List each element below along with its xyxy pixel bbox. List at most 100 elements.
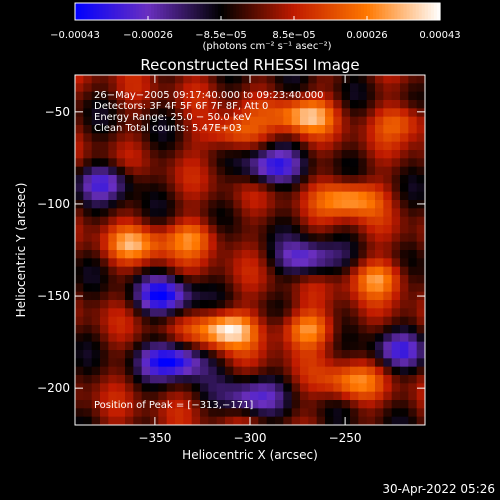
heatmap-cell xyxy=(175,366,184,376)
heatmap-cell xyxy=(375,266,384,276)
heatmap-cell xyxy=(366,116,376,126)
heatmap-cell xyxy=(241,158,251,168)
colorbar-segment xyxy=(123,3,128,20)
colorbar-segment xyxy=(385,3,389,20)
heatmap-cell xyxy=(400,308,409,318)
colorbar-segment xyxy=(181,3,186,20)
heatmap-cell xyxy=(158,258,168,268)
heatmap-cell xyxy=(350,250,359,259)
heatmap-cell xyxy=(275,183,284,193)
colorbar-segment xyxy=(312,3,316,20)
heatmap-cell xyxy=(291,125,301,134)
heatmap-cell xyxy=(283,283,293,293)
heatmap-cell xyxy=(108,316,118,326)
heatmap-cell xyxy=(375,91,384,101)
heatmap-cell xyxy=(275,275,284,284)
heatmap-cell xyxy=(175,216,184,226)
heatmap-cell xyxy=(141,341,151,351)
heatmap-cell xyxy=(333,141,343,151)
heatmap-cell xyxy=(291,375,301,384)
heatmap-cell xyxy=(133,400,143,409)
heatmap-cell xyxy=(308,316,318,326)
heatmap-cell xyxy=(133,116,143,126)
heatmap-cell xyxy=(241,133,251,143)
colorbar-segment xyxy=(108,3,113,20)
annotation-line: Clean Total counts: 5.47E+03 xyxy=(94,123,242,134)
heatmap-cell xyxy=(291,316,301,326)
heatmap-cell xyxy=(125,125,134,134)
heatmap-cell xyxy=(325,233,334,243)
heatmap-cell xyxy=(258,316,268,326)
heatmap-cell xyxy=(391,416,401,426)
heatmap-cell xyxy=(191,358,201,368)
heatmap-cell xyxy=(116,158,126,168)
heatmap-cell xyxy=(283,216,293,226)
heatmap-cell xyxy=(91,100,101,109)
heatmap-cell xyxy=(408,358,418,368)
heatmap-cell xyxy=(225,250,234,259)
heatmap-cell xyxy=(275,408,284,418)
heatmap-cell xyxy=(250,100,259,109)
heatmap-cell xyxy=(216,225,226,234)
heatmap-cell xyxy=(216,300,226,309)
heatmap-cell xyxy=(258,158,268,168)
heatmap-cell xyxy=(116,408,126,418)
heatmap-cell xyxy=(225,225,234,234)
heatmap-cell xyxy=(233,241,243,251)
colorbar-segment xyxy=(284,3,289,20)
heatmap-cell xyxy=(125,216,134,226)
heatmap-cell xyxy=(216,250,226,259)
heatmap-cell xyxy=(408,266,418,276)
heatmap-cell xyxy=(341,375,351,384)
colorbar-segment xyxy=(433,3,438,20)
heatmap-cell xyxy=(341,416,351,426)
heatmap-cell xyxy=(400,216,409,226)
heatmap-cell xyxy=(83,100,93,109)
heatmap-cell xyxy=(133,350,143,359)
heatmap-cell xyxy=(183,416,193,426)
heatmap-cell xyxy=(166,275,176,284)
heatmap-cell xyxy=(100,183,109,193)
heatmap-cell xyxy=(408,200,418,209)
heatmap-cell xyxy=(183,383,193,393)
heatmap-cell xyxy=(166,116,176,126)
heatmap-cell xyxy=(183,225,193,234)
heatmap-cell xyxy=(116,116,126,126)
heatmap-cell xyxy=(108,158,118,168)
heatmap-cell xyxy=(208,291,218,301)
heatmap-cell xyxy=(316,283,326,293)
heatmap-cell xyxy=(266,266,276,276)
heatmap-cell xyxy=(283,175,293,184)
heatmap-cell xyxy=(241,300,251,309)
heatmap-cell xyxy=(183,91,193,101)
colorbar-segment xyxy=(406,3,411,20)
heatmap-cell xyxy=(83,341,93,351)
heatmap-cell xyxy=(266,100,276,109)
heatmap-cell xyxy=(333,408,343,418)
heatmap-cell xyxy=(75,283,84,293)
heatmap-cell xyxy=(108,141,118,151)
heatmap-cell xyxy=(375,225,384,234)
heatmap-cell xyxy=(191,91,201,101)
colorbar-segment xyxy=(351,3,356,20)
heatmap-cell xyxy=(200,366,209,376)
heatmap-cell xyxy=(291,416,301,426)
heatmap-cell xyxy=(391,366,401,376)
heatmap-cell xyxy=(416,233,426,243)
timestamp: 30-Apr-2022 05:26 xyxy=(382,482,495,496)
heatmap-cell xyxy=(383,200,393,209)
heatmap-cell xyxy=(141,275,151,284)
heatmap-cell xyxy=(75,358,84,368)
heatmap-cell xyxy=(308,275,318,284)
heatmap-cell xyxy=(416,350,426,359)
heatmap-cell xyxy=(200,225,209,234)
heatmap-cell xyxy=(233,100,243,109)
heatmap-cell xyxy=(416,300,426,309)
colorbar-segment xyxy=(187,3,192,20)
heatmap-cell xyxy=(225,200,234,209)
colorbar-segment xyxy=(400,3,405,20)
colorbar-segment xyxy=(87,3,91,20)
heatmap-cell xyxy=(75,341,84,351)
heatmap-cell xyxy=(250,183,259,193)
heatmap-cell xyxy=(225,133,234,143)
